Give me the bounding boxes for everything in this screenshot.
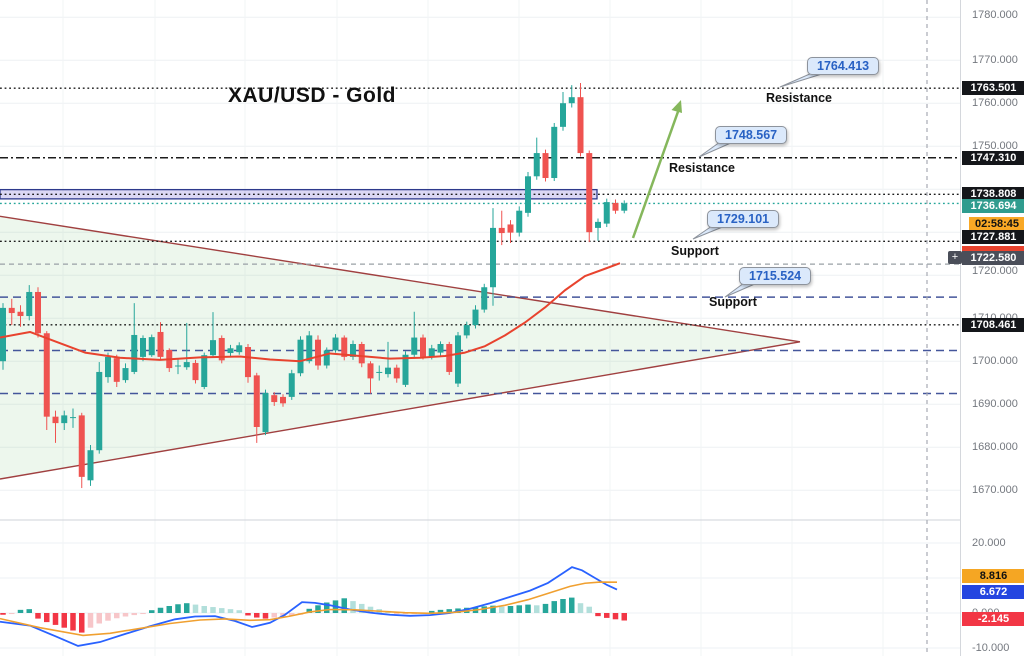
resistance-price-badge: 1747.310 [962,151,1024,165]
support-price-badge: 1727.881 [962,230,1024,244]
moving-average-line [0,262,621,363]
level-lines [0,87,960,395]
axis-tick-label: 1700.000 [972,355,1018,367]
axis-tick-label: 1690.000 [972,398,1018,410]
support-label: Support [671,244,719,258]
price-callout-support-1715[interactable]: 1715.524 [739,267,812,285]
chart-title: XAU/USD - Gold [228,84,396,107]
price-callout-support-1729[interactable]: 1729.101 [707,210,780,228]
histogram-value-badge: -2.145 [962,612,1024,626]
last-price-badge: 1736.694 [962,199,1024,213]
axis-tick-label: 1760.000 [972,97,1018,109]
axis-tick-label: 20.000 [972,537,1006,549]
gridlines [0,0,960,656]
crosshair-price-badge: 1722.580 [962,251,1024,265]
callout-value: 1748.567 [725,128,778,142]
callout-value: 1715.524 [749,269,802,283]
candlesticks [0,82,628,489]
ma-price-badge [962,246,1024,251]
macd-value-badge: 6.672 [962,585,1024,599]
axis-tick-label: -10.000 [972,642,1010,654]
callout-tails [692,72,826,298]
axis-tick-label: 1770.000 [972,54,1018,66]
axis-tick-label: 1680.000 [972,441,1018,453]
projection-arrow [631,100,682,239]
resistance-price-badge: 1763.501 [962,81,1024,95]
axis-tick-label: 1720.000 [972,265,1018,277]
add-alert-plus-button[interactable]: + [948,251,962,264]
bar-countdown-badge: 02:58:45 [969,217,1024,231]
price-callout-resistance-1764[interactable]: 1764.413 [807,57,880,75]
triangle-pattern [0,215,801,480]
callout-value: 1729.101 [717,212,770,226]
resistance-zone-band [0,188,598,200]
axis-tick-label: 1670.000 [972,484,1018,496]
price-callout-resistance-1748[interactable]: 1748.567 [715,126,788,144]
resistance-label: Resistance [669,161,736,175]
price-axis[interactable]: 1780.000 1770.000 1760.000 1750.000 1720.000… [960,0,1024,656]
resistance-label: Resistance [766,91,833,105]
axis-tick-label: 1780.000 [972,9,1018,21]
macd-signal-line [0,581,618,637]
support-price-badge: 1708.461 [962,318,1024,332]
zone-price-badge: 1738.808 [962,187,1024,201]
signal-value-badge: 8.816 [962,569,1024,583]
support-label: Support [709,295,757,309]
axis-tick-label: 1750.000 [972,140,1018,152]
callout-value: 1764.413 [817,59,870,73]
macd-line [0,566,618,647]
